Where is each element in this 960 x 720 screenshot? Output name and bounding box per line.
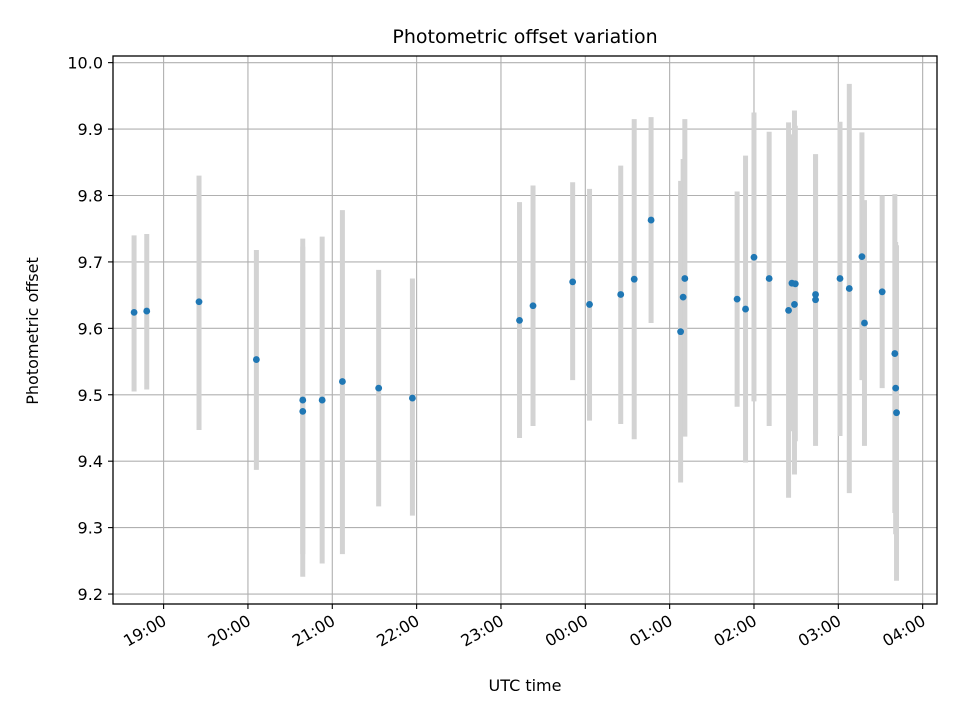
data-point	[791, 280, 799, 288]
data-point	[375, 384, 383, 392]
data-point	[733, 295, 741, 303]
x-tick-label: 23:00	[458, 611, 507, 651]
y-tick-label: 10.0	[67, 54, 103, 73]
x-tick-label: 04:00	[879, 611, 928, 651]
data-point	[409, 394, 416, 402]
data-point	[812, 296, 819, 304]
y-tick-label: 9.8	[78, 186, 103, 205]
data-points	[130, 216, 900, 417]
plot-frame	[112, 55, 938, 605]
data-point	[679, 293, 687, 301]
data-point	[677, 328, 685, 336]
y-tick-label: 9.9	[78, 120, 103, 139]
data-point	[299, 407, 307, 415]
data-point	[252, 356, 260, 363]
data-point	[878, 288, 886, 296]
data-point	[845, 285, 853, 292]
x-tick-label: 03:00	[795, 611, 844, 651]
data-point	[299, 396, 307, 404]
x-tick-label: 02:00	[711, 611, 760, 651]
data-point	[765, 275, 773, 282]
data-point	[892, 384, 900, 392]
x-tick-label: 19:00	[120, 611, 169, 651]
data-point	[630, 275, 638, 283]
y-tick-label: 9.3	[78, 519, 103, 538]
y-tick-label: 9.2	[78, 585, 103, 604]
x-tick-label: 01:00	[626, 611, 675, 651]
data-point	[891, 350, 899, 357]
data-point	[339, 378, 346, 385]
data-point	[617, 291, 625, 298]
x-tick-label: 00:00	[542, 611, 591, 651]
data-point	[516, 316, 523, 324]
data-point	[861, 319, 868, 327]
y-tick-label: 9.6	[78, 319, 103, 338]
y-tick-label: 9.7	[78, 253, 103, 272]
data-point	[529, 302, 537, 310]
x-tick-label: 22:00	[373, 611, 422, 651]
data-point	[195, 298, 203, 306]
x-tick-label: 20:00	[205, 611, 254, 651]
grid	[113, 56, 937, 604]
x-tick-label: 21:00	[289, 611, 338, 651]
data-point	[750, 253, 758, 261]
data-point	[742, 305, 749, 313]
x-axis-label: UTC time	[489, 676, 562, 695]
data-point	[785, 307, 792, 314]
y-axis-label: Photometric offset	[23, 257, 42, 405]
data-point	[143, 307, 151, 315]
data-point	[130, 308, 138, 316]
y-tick-label: 9.4	[78, 452, 103, 471]
data-point	[647, 216, 655, 224]
data-point	[893, 409, 900, 417]
data-point	[836, 275, 844, 282]
data-point	[681, 275, 689, 282]
chart-title: Photometric offset variation	[392, 26, 657, 48]
data-point	[791, 301, 798, 308]
data-point	[318, 396, 326, 404]
data-point	[858, 253, 866, 261]
data-point	[569, 278, 577, 286]
data-point	[812, 291, 819, 298]
data-point	[586, 301, 593, 308]
y-tick-label: 9.5	[78, 386, 103, 405]
